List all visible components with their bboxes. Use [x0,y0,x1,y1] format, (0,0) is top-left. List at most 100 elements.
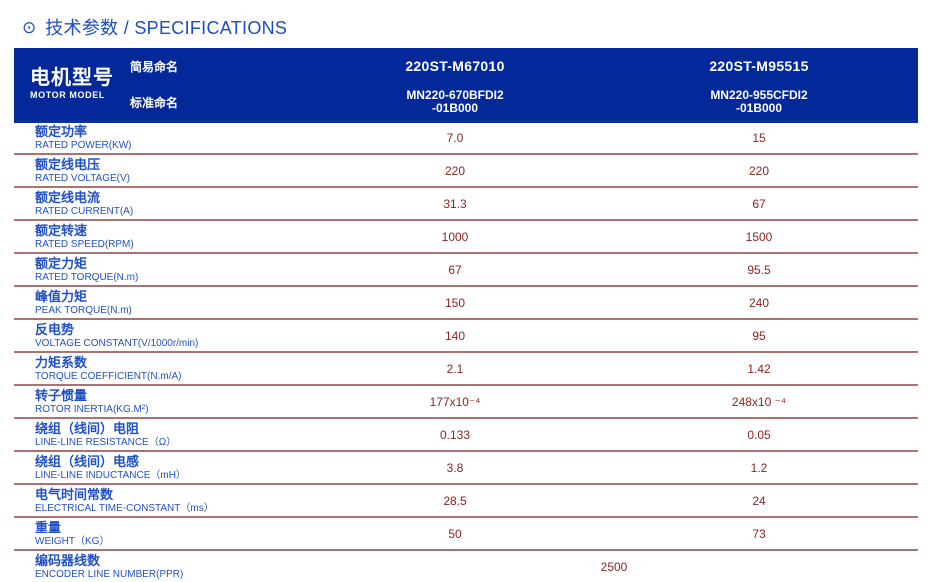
value-cell-model-2: 95.5 [747,262,771,277]
model-1-simple-name: 220ST-M67010 [405,58,505,74]
table-row-rated-power: 额定功率 RATED POWER(KW) 7.0 15 [14,120,918,153]
param-label: 额定线电压 RATED VOLTAGE(V) [14,155,310,186]
value-cell-model-1: 1000 [441,229,469,244]
param-name-zh: 额定线电压 [35,156,101,172]
param-name-zh: 额定转速 [35,222,88,238]
simple-name-label: 简易命名 [130,59,179,74]
param-name-zh: 绕组（线间）电阻 [35,420,140,436]
table-row-rotor-inertia: 转子惯量 ROTOR INERTIA(KG.M²) 177x10⁻⁴ 248x1… [14,384,918,417]
table-row-line-resistance: 绕组（线间）电阻 LINE-LINE RESISTANCE（Ω） 0.133 0… [14,417,918,450]
value-cell-model-1: 220 [444,163,466,178]
param-name-en: TORQUE COEFFICIENT(N.m/A) [35,370,182,382]
model-2-standard-line2: -01B000 [735,101,783,115]
param-name-zh: 峰值力矩 [35,288,88,304]
param-name-en: LINE-LINE RESISTANCE（Ω） [35,436,177,448]
param-name-zh: 转子惯量 [35,387,88,403]
value-cell-model-2: 0.05 [747,427,771,442]
value-cell-model-2: 95 [752,328,766,343]
value-cell-model-1: 67 [448,262,462,277]
param-name-en: PEAK TORQUE(N.m) [35,304,132,316]
specifications-table: 电机型号 MOTOR MODEL 简易命名 标准命名 220ST-M67010 … [14,48,918,582]
param-label: 额定功率 RATED POWER(KW) [14,123,310,153]
param-name-en: RATED CURRENT(A) [35,205,134,217]
table-header: 电机型号 MOTOR MODEL 简易命名 标准命名 220ST-M67010 … [14,48,918,120]
naming-labels: 简易命名 标准命名 [130,48,178,120]
model-2-standard-line1: MN220-955CFDI2 [710,88,808,102]
param-name-en: VOLTAGE CONSTANT(V/1000r/min) [35,337,199,349]
value-cell-model-1: 3.8 [446,460,464,475]
param-name-zh: 额定线电流 [35,189,101,205]
param-label: 编码器线数 ENCODER LINE NUMBER(PPR) [14,551,310,582]
param-name-zh: 绕组（线间）电感 [35,453,140,469]
table-row-torque-coefficient: 力矩系数 TORQUE COEFFICIENT(N.m/A) 2.1 1.42 [14,351,918,384]
value-cell-model-2: 67 [752,196,766,211]
table-row-voltage-constant: 反电势 VOLTAGE CONSTANT(V/1000r/min) 140 95 [14,318,918,351]
value-cell-model-2: 220 [748,163,770,178]
circle-dot-bullet-icon: ⊙ [22,17,37,37]
value-cell-model-2: 1.42 [747,361,771,376]
value-cell-model-1: 7.0 [446,131,464,145]
model-column-2-header: 220ST-M95515 MN220-955CFDI2 -01B000 [600,48,918,120]
param-name-zh: 力矩系数 [35,354,88,370]
value-cell-model-2: 73 [752,526,766,541]
value-cell-model-2: 248x10 ⁻⁴ [731,394,787,409]
param-name-zh: 电气时间常数 [35,486,114,502]
param-label: 转子惯量 ROTOR INERTIA(KG.M²) [14,386,310,417]
param-label: 力矩系数 TORQUE COEFFICIENT(N.m/A) [14,353,310,384]
page-title: ⊙ 技术参数 / SPECIFICATIONS [22,14,287,40]
value-cell-model-2: 1500 [745,229,773,244]
table-row-encoder-line-number: 编码器线数 ENCODER LINE NUMBER(PPR) 2500 [14,549,918,582]
param-label: 反电势 VOLTAGE CONSTANT(V/1000r/min) [14,320,310,351]
param-label: 额定线电流 RATED CURRENT(A) [14,188,310,219]
param-name-en: RATED VOLTAGE(V) [35,172,131,184]
param-name-en: ELECTRICAL TIME-CONSTANT（ms） [35,502,214,514]
param-name-zh: 重量 [35,519,62,535]
value-cell-model-2: 24 [752,493,766,508]
table-row-rated-current: 额定线电流 RATED CURRENT(A) 31.3 67 [14,186,918,219]
value-cell-model-2: 15 [752,131,766,145]
model-2-standard-name: MN220-955CFDI2 -01B000 [600,84,918,120]
param-label: 绕组（线间）电感 LINE-LINE INDUCTANCE（mH） [14,452,310,483]
motor-model-title-zh: 电机型号 [30,67,114,89]
value-cell-model-1: 50 [448,526,462,541]
page-title-text: 技术参数 / SPECIFICATIONS [45,18,288,38]
model-1-standard-line2: -01B000 [431,101,479,115]
table-row-rated-speed: 额定转速 RATED SPEED(RPM) 1000 1500 [14,219,918,252]
param-label: 电气时间常数 ELECTRICAL TIME-CONSTANT（ms） [14,485,310,516]
table-row-weight: 重量 WEIGHT（KG） 50 73 [14,516,918,549]
motor-model-title-en: MOTOR MODEL [30,90,105,100]
param-name-zh: 编码器线数 [35,552,101,568]
value-cell-both-models: 2500 [600,559,628,574]
param-name-en: RATED SPEED(RPM) [35,238,134,250]
param-name-en: RATED POWER(KW) [35,140,132,151]
value-cell-model-1: 150 [444,295,466,310]
table-row-rated-torque: 额定力矩 RATED TORQUE(N.m) 67 95.5 [14,252,918,285]
param-label: 额定转速 RATED SPEED(RPM) [14,221,310,252]
table-row-rated-voltage: 额定线电压 RATED VOLTAGE(V) 220 220 [14,153,918,186]
model-2-simple-name: 220ST-M95515 [709,58,809,74]
value-cell-model-1: 0.133 [439,427,471,442]
param-name-en: WEIGHT（KG） [35,535,110,547]
param-name-en: LINE-LINE INDUCTANCE（mH） [35,469,186,481]
standard-name-label: 标准命名 [130,95,179,110]
param-name-zh: 额定功率 [35,124,88,139]
table-row-electrical-time-constant: 电气时间常数 ELECTRICAL TIME-CONSTANT（ms） 28.5… [14,483,918,516]
param-name-en: ROTOR INERTIA(KG.M²) [35,403,149,415]
model-1-standard-line1: MN220-670BFDI2 [406,88,504,102]
param-name-zh: 反电势 [35,321,75,337]
param-label: 额定力矩 RATED TORQUE(N.m) [14,254,310,285]
model-1-standard-name: MN220-670BFDI2 -01B000 [310,84,600,120]
param-name-zh: 额定力矩 [35,255,88,271]
table-row-line-inductance: 绕组（线间）电感 LINE-LINE INDUCTANCE（mH） 3.8 1.… [14,450,918,483]
value-cell-model-1: 140 [444,328,466,343]
param-name-en: ENCODER LINE NUMBER(PPR) [35,568,184,580]
param-name-en: RATED TORQUE(N.m) [35,271,139,283]
value-cell-model-2: 240 [748,295,770,310]
value-cell-model-1: 31.3 [443,196,467,211]
param-label: 绕组（线间）电阻 LINE-LINE RESISTANCE（Ω） [14,419,310,450]
value-cell-model-1: 177x10⁻⁴ [429,394,481,409]
motor-model-header-cell: 电机型号 MOTOR MODEL 简易命名 标准命名 [14,48,310,120]
value-cell-model-2: 1.2 [750,460,768,475]
value-cell-model-1: 2.1 [446,361,464,376]
value-cell-model-1: 28.5 [443,493,467,508]
